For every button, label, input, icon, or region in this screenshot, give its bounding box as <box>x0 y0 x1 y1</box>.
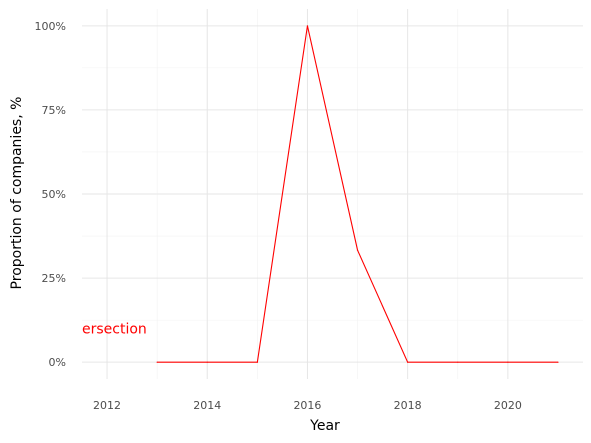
x-axis-title: Year <box>309 418 340 434</box>
data-point <box>407 361 409 363</box>
annotations: ersection <box>82 322 147 338</box>
data-point <box>507 361 509 363</box>
x-tick-label: 2018 <box>394 399 422 412</box>
y-tick-label: 0% <box>49 356 66 369</box>
y-axis-ticks: 0% 25% 50% 75% 100% <box>35 20 66 369</box>
series-group <box>156 25 559 363</box>
data-point <box>557 361 559 363</box>
data-point <box>206 361 208 363</box>
annotation-label: ersection <box>82 322 147 338</box>
y-tick-label: 100% <box>35 20 66 33</box>
x-tick-label: 2012 <box>93 399 121 412</box>
data-point <box>457 361 459 363</box>
data-point <box>356 249 359 251</box>
x-tick-label: 2016 <box>293 399 321 412</box>
grid <box>82 9 583 379</box>
y-tick-label: 50% <box>42 188 66 201</box>
y-tick-label: 75% <box>42 104 66 117</box>
y-tick-label: 25% <box>42 272 66 285</box>
x-axis-ticks: 2012 2014 2016 2018 2020 <box>93 399 522 412</box>
x-tick-label: 2014 <box>193 399 221 412</box>
data-point <box>306 25 309 27</box>
x-tick-label: 2020 <box>494 399 522 412</box>
data-point <box>156 361 158 363</box>
y-axis-title: Proportion of companies, % <box>9 97 25 290</box>
data-point <box>256 361 258 363</box>
